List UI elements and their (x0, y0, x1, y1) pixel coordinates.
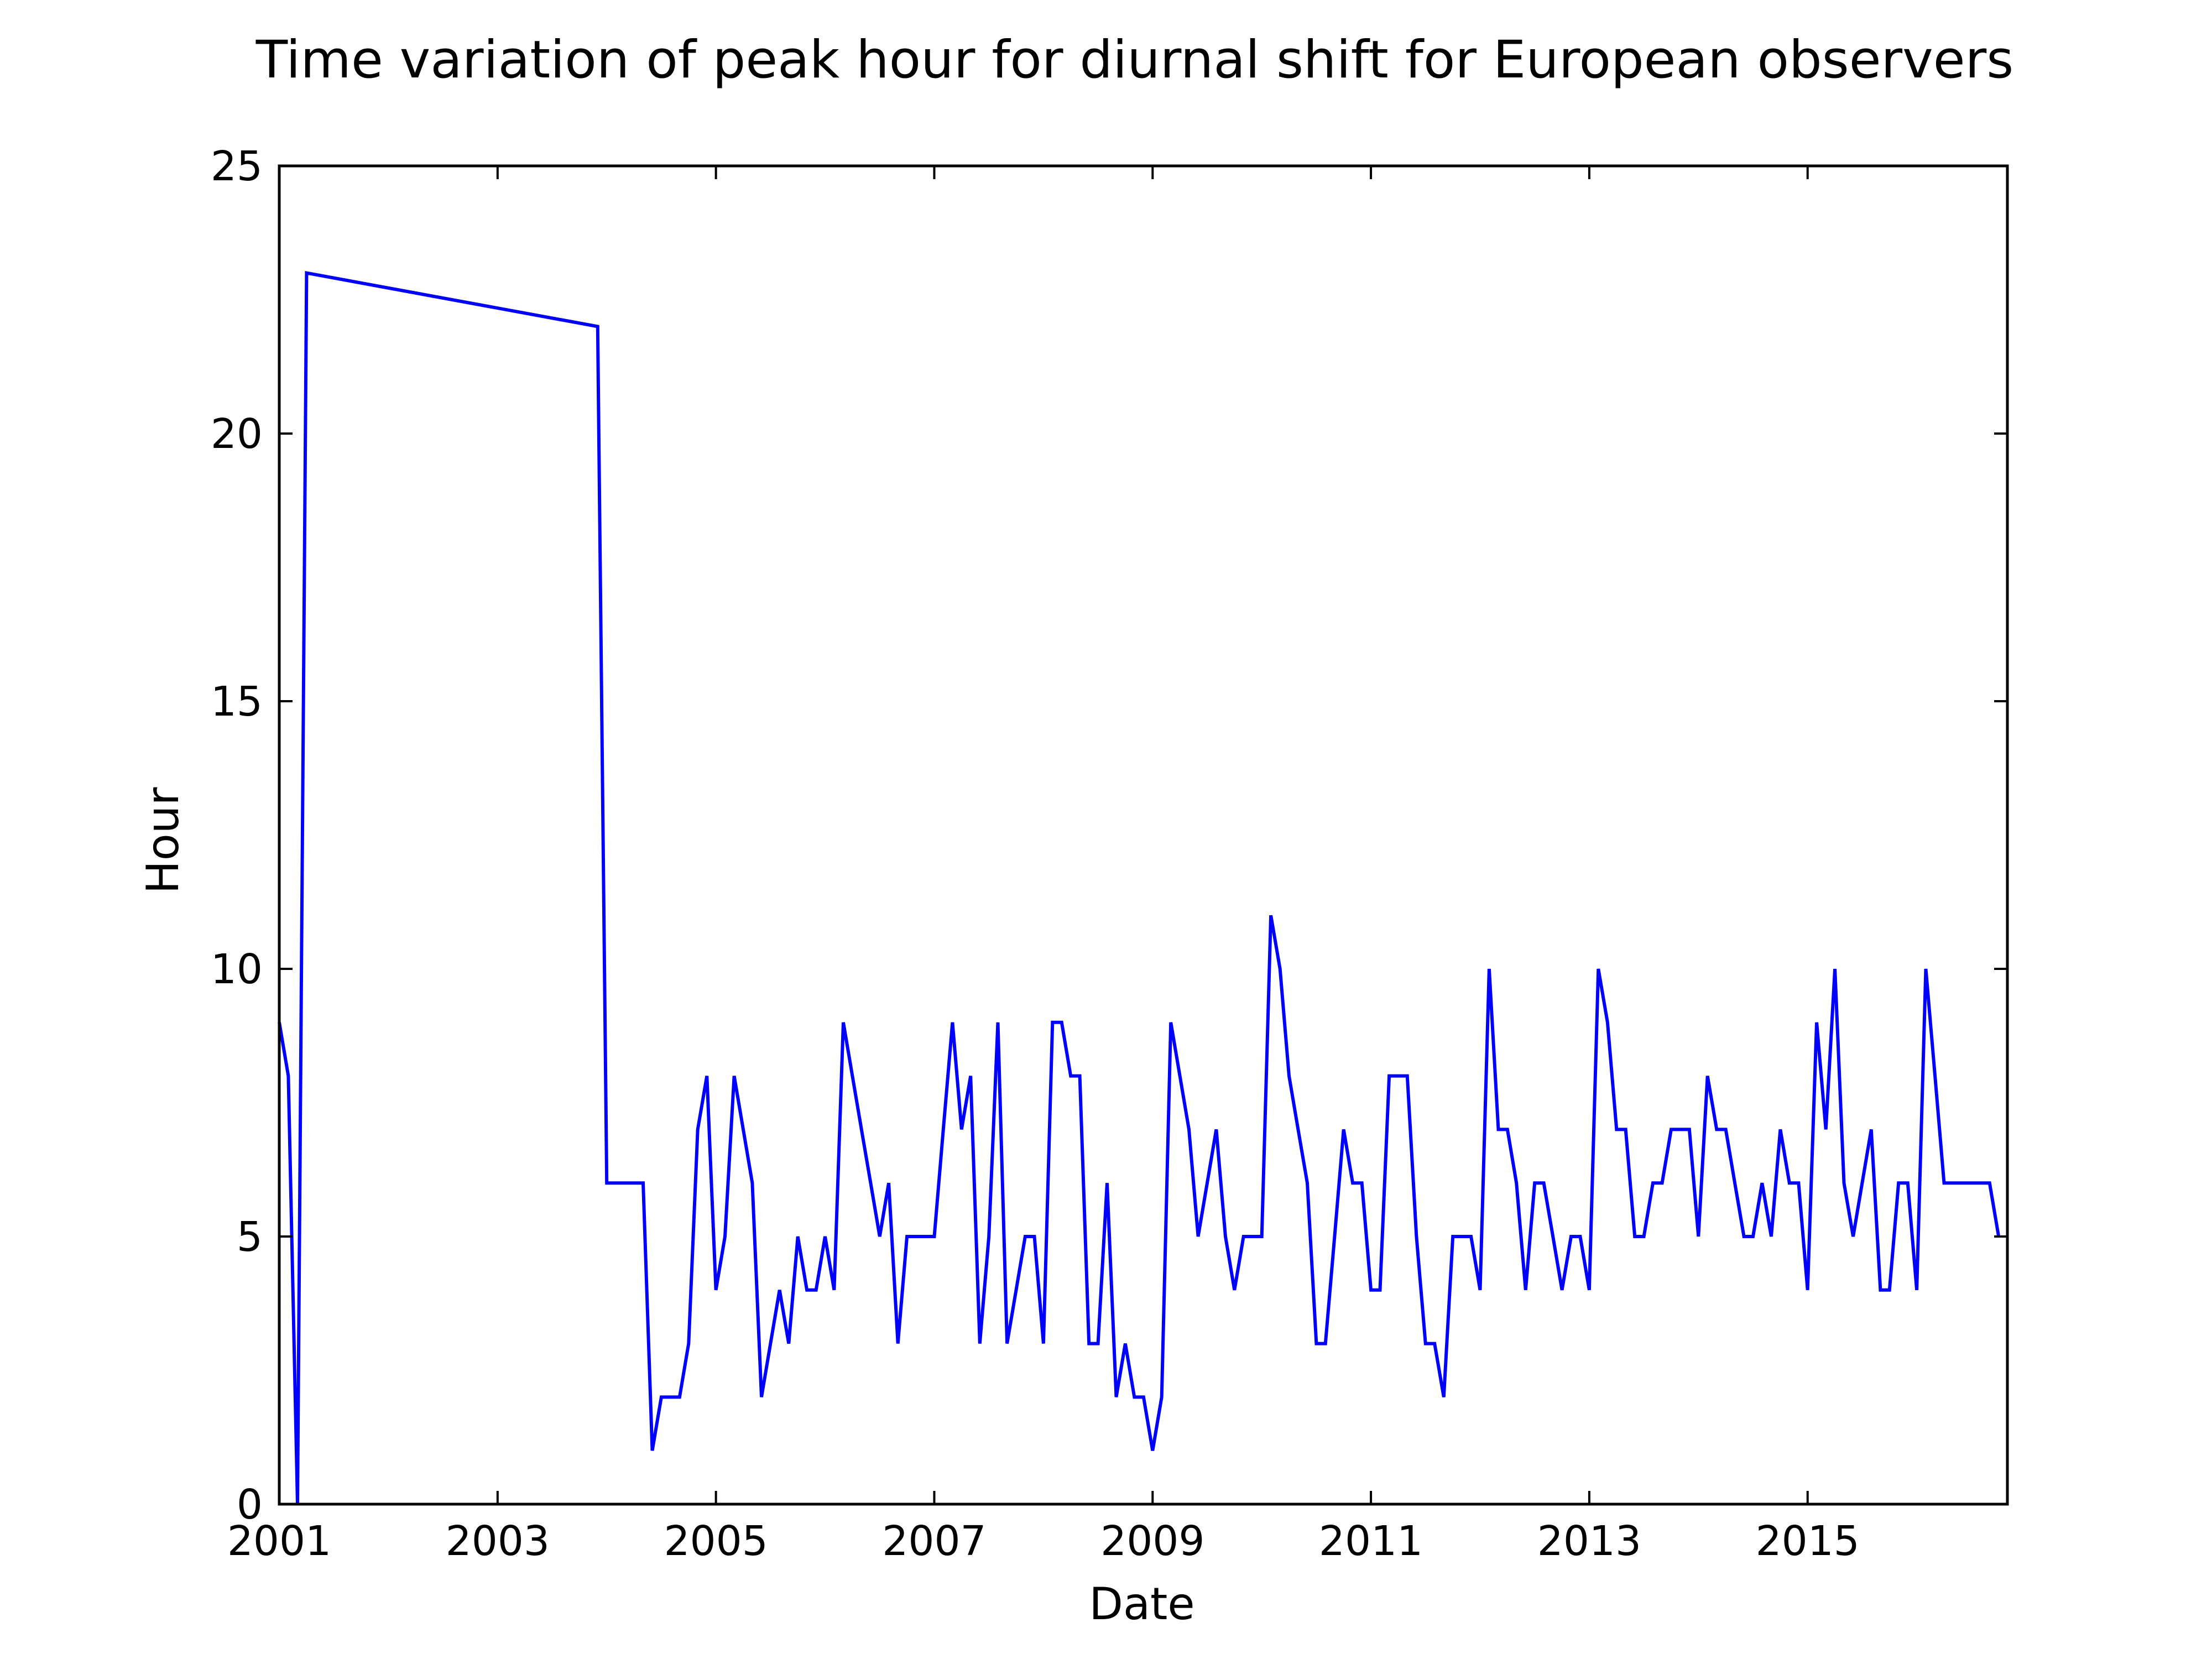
x-tick-label: 2005 (664, 1517, 768, 1565)
x-tick-label: 2007 (882, 1517, 986, 1565)
y-axis-label: Hour (137, 787, 189, 894)
x-tick-label: 2009 (1100, 1517, 1204, 1565)
x-tick-label: 2015 (1756, 1517, 1860, 1565)
y-tick-label: 20 (211, 410, 263, 458)
axis-ticks: 2001 2003 2005 2007 2009 2011 2013 201505101520… (211, 143, 2007, 1565)
x-tick-label: 2013 (1537, 1517, 1641, 1565)
series-group (279, 273, 1999, 1504)
x-tick-label: 2011 (1319, 1517, 1423, 1565)
series-line-0 (279, 273, 1999, 1504)
y-tick-label: 25 (211, 143, 263, 190)
y-tick-label: 15 (211, 678, 263, 726)
plot-area (279, 166, 2007, 1504)
x-axis-label: Date (1089, 1578, 1194, 1630)
y-tick-label: 5 (237, 1213, 263, 1261)
y-tick-label: 10 (211, 946, 263, 993)
chart-title: Time variation of peak hour for diurnal … (255, 30, 2014, 90)
y-tick-label: 0 (237, 1481, 263, 1528)
x-tick-label: 2003 (446, 1517, 550, 1565)
